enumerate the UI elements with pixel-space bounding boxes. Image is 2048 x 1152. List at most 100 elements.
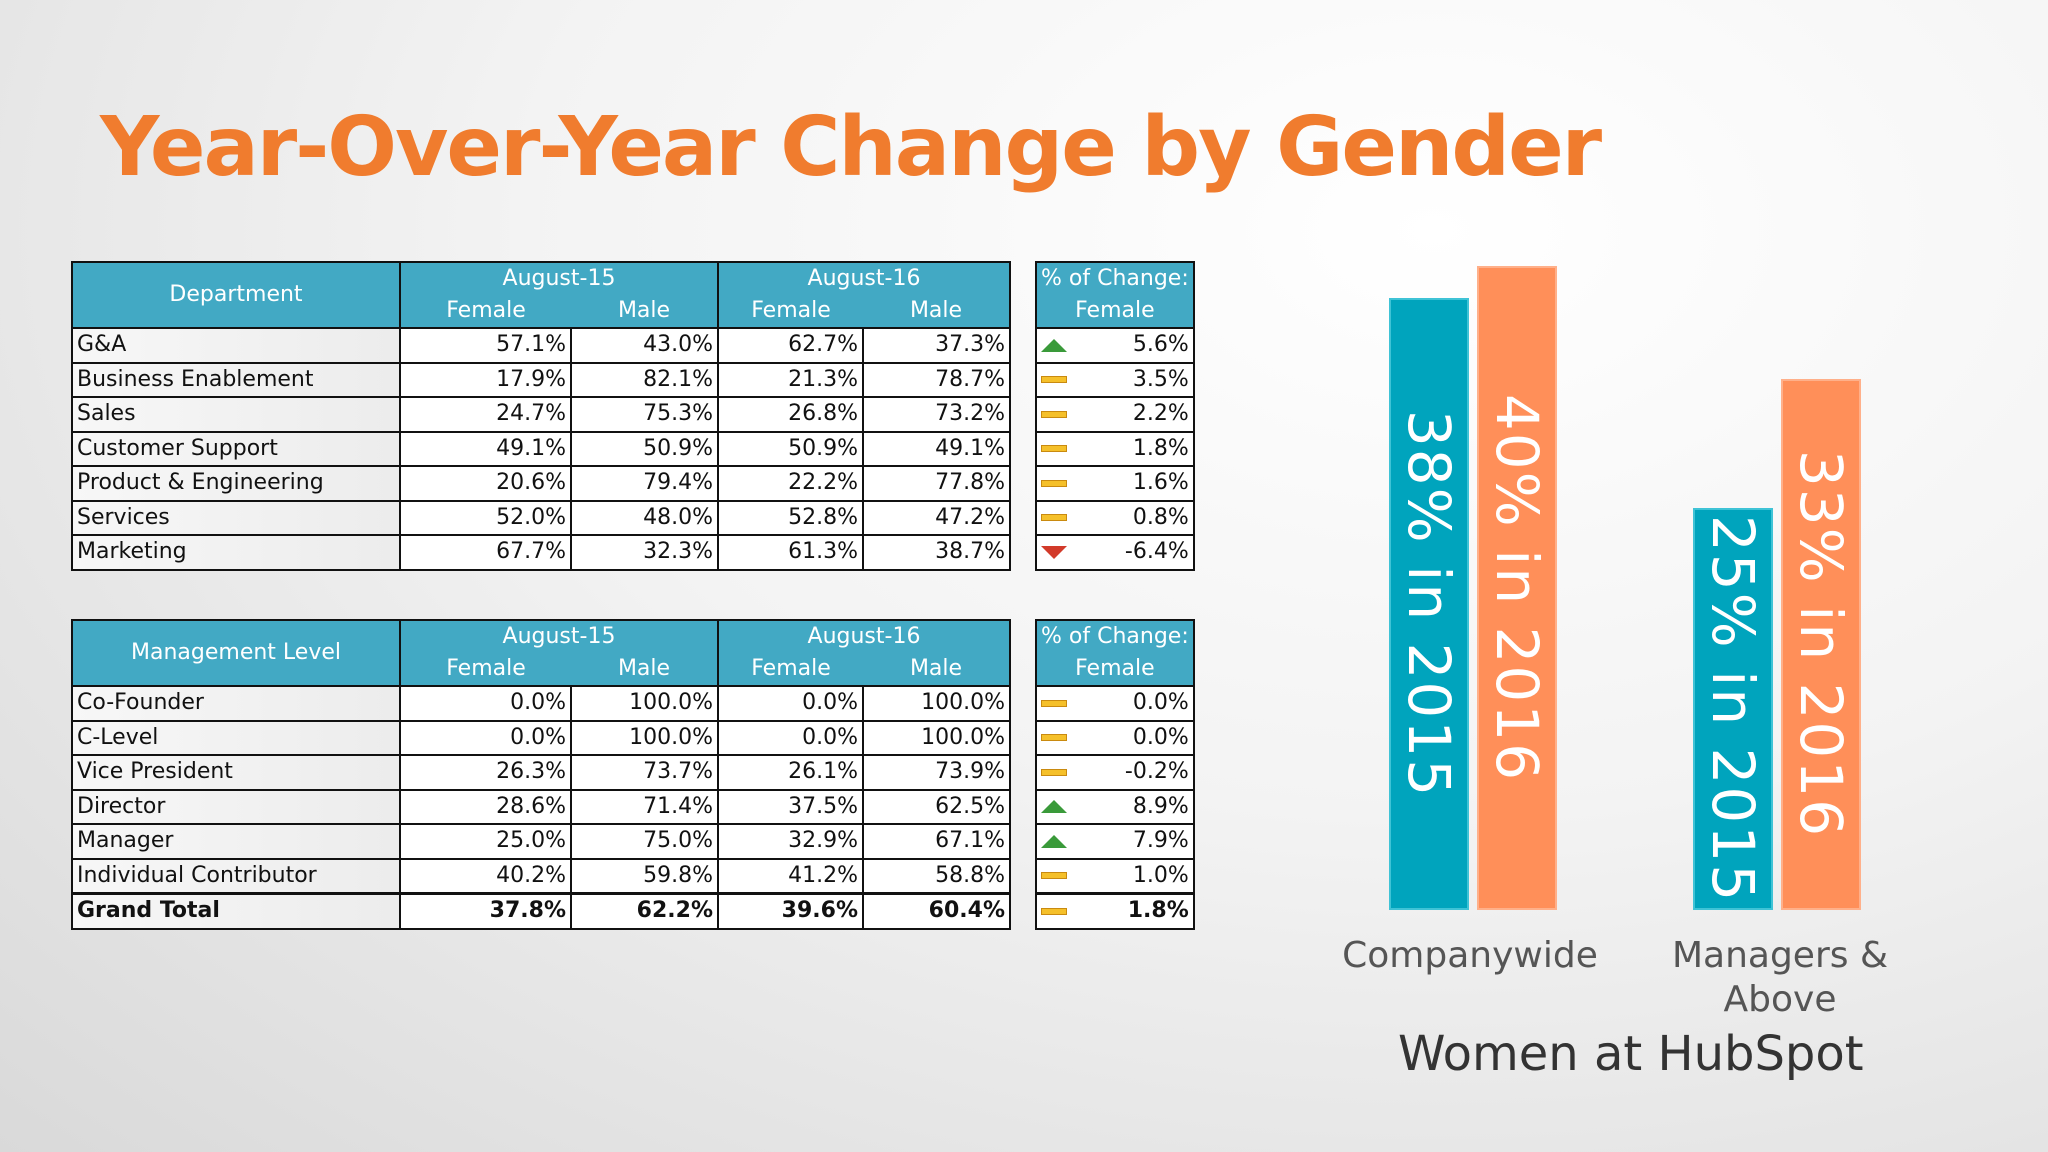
grand-total-row: Grand Total 37.8% 62.2% 39.6% 60.4% 1.8% [71,892,1195,930]
male-2016-cell: 62.5% [862,788,1011,825]
female-2016-cell: 26.8% [717,396,864,433]
male-2015-cell: 82.1% [570,361,719,398]
bar-data-label: 40% in 2016 [1483,393,1551,783]
row-label: Grand Total [71,892,401,930]
female-15-header: Female [399,295,571,329]
female-2015-cell: 28.6% [399,788,572,825]
bar-2015-managers: 25% in 2015 [1693,507,1773,910]
flat-dash-icon [1041,768,1067,776]
female-2016-cell: 61.3% [717,534,864,571]
male-2016-cell: 47.2% [862,499,1011,536]
female-2016-cell: 50.9% [717,430,864,467]
female-2015-cell: 67.7% [399,534,572,571]
change-cell: 3.5% [1035,361,1195,398]
flat-dash-icon [1041,445,1067,453]
male-2016-cell: 73.2% [862,396,1011,433]
bar-data-label: 38% in 2015 [1395,409,1463,799]
change-value: 1.6% [1132,470,1189,496]
female-2016-cell: 62.7% [717,327,864,364]
page-title: Year-Over-Year Change by Gender [100,100,1602,195]
male-2015-cell: 75.0% [570,823,719,860]
female-2015-cell: 25.0% [399,823,572,860]
change-cell: 0.0% [1035,685,1195,722]
female-15-header: Female [399,653,571,687]
male-2016-cell: 49.1% [862,430,1011,467]
male-15-header: Male [571,653,719,687]
female-2016-cell: 39.6% [717,892,864,930]
female-2015-cell: 0.0% [399,685,572,722]
change-cell: 1.8% [1035,430,1195,467]
change-cell: 1.8% [1035,892,1195,930]
row-label: Co-Founder [71,685,401,722]
change-value: 0.8% [1132,504,1189,530]
male-2016-cell: 60.4% [862,892,1011,930]
female-2015-cell: 57.1% [399,327,572,364]
department-table: Department August-15 August-16 % of Chan… [71,261,1195,571]
female-2016-cell: 21.3% [717,361,864,398]
change-female-header: Female [1035,295,1195,329]
change-value: 3.5% [1132,366,1189,392]
table-row: Co-Founder 0.0% 100.0% 0.0% 100.0% 0.0% [71,685,1195,722]
female-2015-cell: 37.8% [399,892,572,930]
table-row: Marketing 67.7% 32.3% 61.3% 38.7% -6.4% [71,534,1195,571]
change-value: 1.8% [1132,435,1189,461]
row-label: Services [71,499,401,536]
female-2016-cell: 22.2% [717,465,864,502]
august-16-header: August-16 [717,261,1011,295]
up-arrow-icon [1041,834,1067,848]
male-2015-cell: 75.3% [570,396,719,433]
male-2016-cell: 77.8% [862,465,1011,502]
male-2015-cell: 100.0% [570,685,719,722]
change-value: 0.0% [1132,724,1189,750]
female-2015-cell: 24.7% [399,396,572,433]
male-16-header: Male [863,295,1011,329]
female-2015-cell: 26.3% [399,754,572,791]
table-row: Director 28.6% 71.4% 37.5% 62.5% 8.9% [71,788,1195,825]
male-2015-cell: 62.2% [570,892,719,930]
female-2016-cell: 0.0% [717,719,864,756]
august-15-header: August-15 [399,261,719,295]
female-2015-cell: 17.9% [399,361,572,398]
female-2016-cell: 32.9% [717,823,864,860]
category-label-managers: Managers & Above [1671,935,1889,1020]
female-2016-cell: 37.5% [717,788,864,825]
change-cell: 8.9% [1035,788,1195,825]
change-value: 7.9% [1132,828,1189,854]
change-cell: 5.6% [1035,327,1195,364]
flat-dash-icon [1041,734,1067,742]
row-label: Manager [71,823,401,860]
change-value: 8.9% [1132,793,1189,819]
up-arrow-icon [1041,800,1067,814]
table-row: C-Level 0.0% 100.0% 0.0% 100.0% 0.0% [71,719,1195,756]
row-label: Director [71,788,401,825]
change-value: 1.8% [1127,898,1189,924]
flat-dash-icon [1041,376,1067,384]
august-16-header: August-16 [717,619,1011,653]
male-2015-cell: 43.0% [570,327,719,364]
up-arrow-icon [1041,338,1067,352]
male-2016-cell: 78.7% [862,361,1011,398]
bar-2016-companywide: 40% in 2016 [1477,266,1557,910]
flat-dash-icon [1041,907,1067,915]
female-2015-cell: 49.1% [399,430,572,467]
flat-dash-icon [1041,699,1067,707]
bar-data-label: 33% in 2016 [1787,450,1855,839]
table-row: Business Enablement 17.9% 82.1% 21.3% 78.7% 3… [71,361,1195,398]
female-2016-cell: 0.0% [717,685,864,722]
row-label: C-Level [71,719,401,756]
male-2016-cell: 73.9% [862,754,1011,791]
change-value: -6.4% [1124,539,1189,565]
row-label: Product & Engineering [71,465,401,502]
table-row: Individual Contributor 40.2% 59.8% 41.2% 58.… [71,857,1195,895]
row-label: Vice President [71,754,401,791]
bar-data-label: 25% in 2015 [1699,514,1767,903]
table-row: Customer Support 49.1% 50.9% 50.9% 49.1% 1.8% [71,430,1195,467]
male-2015-cell: 32.3% [570,534,719,571]
male-2015-cell: 100.0% [570,719,719,756]
female-2015-cell: 0.0% [399,719,572,756]
change-female-header: Female [1035,653,1195,687]
table-row: Sales 24.7% 75.3% 26.8% 73.2% 2.2% [71,396,1195,433]
female-2015-cell: 20.6% [399,465,572,502]
change-value: 2.2% [1132,401,1189,427]
change-cell: 1.6% [1035,465,1195,502]
